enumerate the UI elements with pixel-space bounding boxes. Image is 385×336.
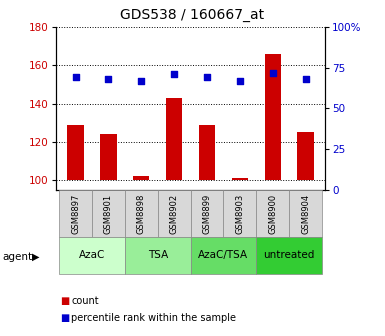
Point	[303, 76, 309, 82]
Bar	[67, 125, 84, 180]
Bar	[297, 132, 314, 180]
Text: GSM8899: GSM8899	[203, 194, 211, 234]
Bar	[59, 237, 125, 274]
Bar	[264, 54, 281, 180]
Bar	[199, 125, 215, 180]
Text: GDS538 / 160667_at: GDS538 / 160667_at	[121, 8, 264, 23]
Point	[171, 72, 177, 77]
Bar	[125, 190, 158, 237]
Text: percentile rank within the sample: percentile rank within the sample	[71, 312, 236, 323]
Bar	[92, 190, 125, 237]
Point	[72, 75, 79, 80]
Text: AzaC/TSA: AzaC/TSA	[198, 250, 248, 260]
Point	[237, 78, 243, 83]
Bar	[232, 178, 248, 180]
Bar	[133, 176, 149, 180]
Text: ■: ■	[60, 312, 69, 323]
Bar	[191, 190, 223, 237]
Point	[105, 76, 112, 82]
Text: AzaC: AzaC	[79, 250, 105, 260]
Text: GSM8901: GSM8901	[104, 194, 113, 234]
Bar	[256, 190, 289, 237]
Bar	[166, 98, 182, 180]
Bar	[191, 237, 256, 274]
Text: GSM8898: GSM8898	[137, 194, 146, 234]
Bar	[289, 190, 322, 237]
Bar	[158, 190, 191, 237]
Text: TSA: TSA	[147, 250, 168, 260]
Text: untreated: untreated	[263, 250, 315, 260]
Bar	[100, 134, 117, 180]
Text: GSM8900: GSM8900	[268, 194, 277, 234]
Point	[270, 70, 276, 75]
Bar	[59, 190, 92, 237]
Text: GSM8902: GSM8902	[170, 194, 179, 234]
Text: ■: ■	[60, 296, 69, 306]
Bar	[125, 237, 191, 274]
Text: GSM8903: GSM8903	[235, 194, 244, 234]
Point	[204, 75, 210, 80]
Text: GSM8904: GSM8904	[301, 194, 310, 234]
Bar	[256, 237, 322, 274]
Text: count: count	[71, 296, 99, 306]
Point	[138, 78, 144, 83]
Text: agent: agent	[2, 252, 32, 262]
Text: ▶: ▶	[32, 252, 39, 262]
Bar	[223, 190, 256, 237]
Text: GSM8897: GSM8897	[71, 194, 80, 234]
